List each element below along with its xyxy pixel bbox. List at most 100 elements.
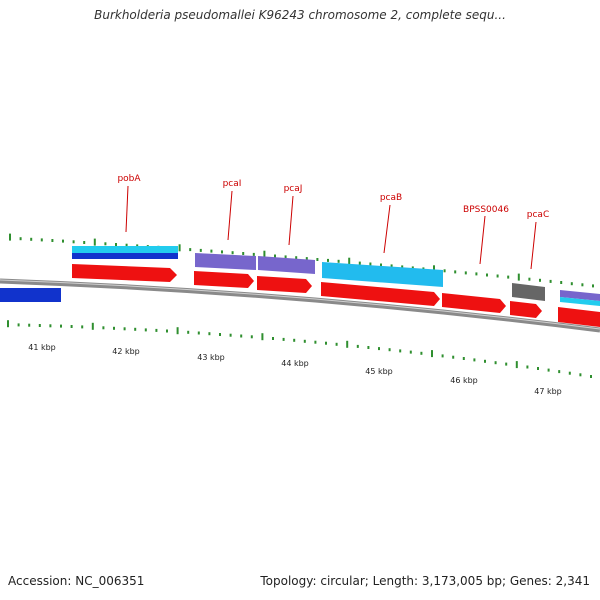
outer-tick-major xyxy=(433,265,435,273)
label-line-pcai xyxy=(227,190,233,241)
gene-bar-stack-cyan[interactable] xyxy=(560,297,600,306)
outer-tick-minor xyxy=(83,241,86,244)
outer-tick-minor xyxy=(51,239,54,242)
inner-tick-minor xyxy=(505,362,508,366)
outer-tick-major xyxy=(263,250,266,258)
outer-tick-minor xyxy=(40,238,43,242)
inner-tick-major xyxy=(261,333,264,341)
gene-bar-sky[interactable] xyxy=(322,262,443,287)
inner-tick-minor xyxy=(229,333,232,337)
outer-tick-minor xyxy=(401,265,404,269)
inner-tick-minor xyxy=(356,344,359,348)
cds-arrow-5[interactable] xyxy=(442,293,506,313)
inner-tick-minor xyxy=(49,324,52,328)
topology-summary: Topology: circular; Length: 3,173,005 bp… xyxy=(260,574,590,588)
inner-tick-minor xyxy=(272,337,274,340)
inner-tick-minor xyxy=(123,327,126,331)
outer-tick-minor xyxy=(316,258,319,261)
inner-tick-minor xyxy=(388,348,391,352)
gene-bar-purple-2[interactable] xyxy=(258,256,315,274)
cds-arrow-7[interactable] xyxy=(558,307,600,327)
cds-arrow-4[interactable] xyxy=(321,282,440,306)
outer-tick-major xyxy=(178,244,181,252)
inner-tick-minor xyxy=(473,358,476,362)
gene-label-poba[interactable]: pobA xyxy=(117,174,141,184)
gene-bar-stack-purple[interactable] xyxy=(560,290,600,301)
backbone-arc-highlight xyxy=(0,279,600,330)
inner-tick-minor xyxy=(208,332,211,336)
outer-tick-minor xyxy=(327,258,329,262)
label-line-pcaj xyxy=(288,195,294,246)
inner-tick-minor xyxy=(494,361,497,365)
gene-label-pcab[interactable]: pcaB xyxy=(380,193,402,203)
outer-tick-minor xyxy=(189,248,192,252)
outer-tick-minor xyxy=(496,274,499,278)
outer-tick-minor xyxy=(454,270,457,274)
scale-label-45: 45 kbp xyxy=(365,367,393,376)
inner-tick-minor xyxy=(568,371,571,375)
outer-tick-major xyxy=(517,273,520,281)
inner-tick-minor xyxy=(166,329,168,333)
inner-tick-minor xyxy=(282,337,285,341)
outer-tick-minor xyxy=(125,243,128,247)
outer-tick-minor xyxy=(475,272,478,276)
inner-tick-minor xyxy=(144,328,147,332)
backbone-arc xyxy=(0,278,600,333)
gene-labels: pobA pcaI pcaJ pcaB BPSS0046 pcaC xyxy=(117,174,549,220)
inner-tick-minor xyxy=(399,349,402,353)
inner-tick-minor xyxy=(113,326,115,330)
inner-tick-ring xyxy=(7,320,592,378)
inner-tick-minor xyxy=(484,359,486,363)
label-line-bpss0046 xyxy=(479,215,486,265)
inner-tick-minor xyxy=(452,355,455,359)
gene-bar-purple-1[interactable] xyxy=(195,253,256,270)
inner-tick-minor xyxy=(441,354,444,358)
gene-label-pcac[interactable]: pcaC xyxy=(527,210,549,220)
inner-tick-minor xyxy=(325,341,327,345)
outer-tick-minor xyxy=(115,243,117,246)
cds-arrow-3[interactable] xyxy=(257,276,312,293)
scale-label-43: 43 kbp xyxy=(197,353,225,362)
inner-tick-minor xyxy=(134,327,137,331)
outer-tick-minor xyxy=(242,252,245,255)
scale-label-41: 41 kbp xyxy=(28,343,56,352)
outer-tick-minor xyxy=(581,283,584,287)
inner-tick-minor xyxy=(293,338,296,342)
outer-tick-minor xyxy=(72,240,75,244)
inner-tick-major xyxy=(7,320,9,328)
outer-tick-minor xyxy=(199,248,202,252)
inner-tick-minor xyxy=(314,340,317,344)
inner-tick-major xyxy=(515,361,518,369)
gene-bars xyxy=(0,246,600,306)
gene-label-pcaj[interactable]: pcaJ xyxy=(284,184,303,194)
outer-tick-minor xyxy=(305,257,308,261)
outer-tick-minor xyxy=(358,261,361,265)
outer-tick-minor xyxy=(592,284,594,288)
gene-label-bpss0046[interactable]: BPSS0046 xyxy=(463,205,509,215)
gene-bar-far-left[interactable] xyxy=(0,288,61,302)
outer-tick-minor xyxy=(210,249,213,253)
inner-tick-minor xyxy=(590,375,592,378)
outer-tick-major xyxy=(9,233,11,241)
inner-tick-minor xyxy=(240,334,243,338)
gene-bar-cyan[interactable] xyxy=(72,246,178,253)
label-line-pcac xyxy=(530,221,537,270)
cds-arrow-2[interactable] xyxy=(194,271,254,288)
scale-label-44: 44 kbp xyxy=(281,359,309,368)
gene-bar-gray[interactable] xyxy=(512,283,545,301)
outer-tick-minor xyxy=(295,256,298,260)
inner-tick-minor xyxy=(378,347,380,351)
gene-bar-blue[interactable] xyxy=(72,253,178,259)
inner-tick-minor xyxy=(28,323,31,327)
inner-tick-minor xyxy=(526,365,529,369)
cds-arrow-6[interactable] xyxy=(510,301,542,318)
gene-label-pcai[interactable]: pcaI xyxy=(223,179,242,189)
scale-label-46: 46 kbp xyxy=(450,376,478,385)
map-title: Burkholderia pseudomallei K96243 chromos… xyxy=(94,8,506,22)
inner-tick-minor xyxy=(102,326,105,330)
outer-tick-minor xyxy=(539,278,541,282)
outer-tick-major xyxy=(93,238,96,246)
accession-text: Accession: NC_006351 xyxy=(8,574,145,588)
cds-arrow-1[interactable] xyxy=(72,264,177,282)
